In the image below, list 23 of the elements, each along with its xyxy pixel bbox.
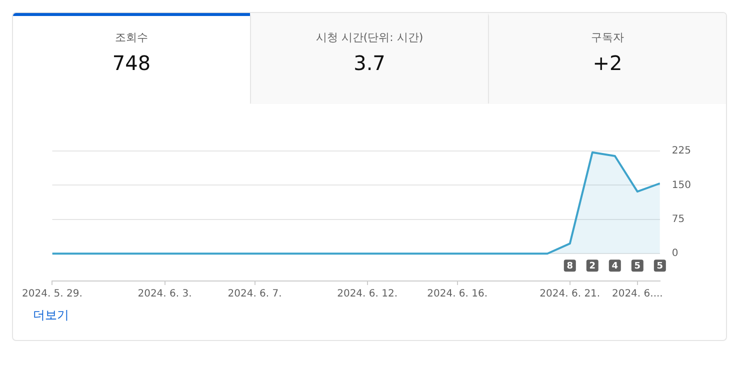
y-tick-label: 150 [672, 180, 692, 191]
text: 조회수 [114, 30, 149, 45]
x-tick-label: 2024. 6. 16. [427, 288, 488, 300]
y-tick-label: 75 [672, 214, 685, 226]
x-tick-label: 2024. 6.... [612, 288, 663, 300]
y-tick-label: 0 [672, 248, 678, 260]
text: 시청 시간(단위: 시간) [314, 30, 424, 45]
text: 3.7 [352, 51, 386, 75]
annotation: 5 [656, 261, 664, 272]
annotation: 5 [634, 261, 641, 272]
y-tick-label: 225 [672, 146, 692, 157]
x-tick-label: 2024. 5. 29. [22, 288, 82, 300]
text: 구독자 [590, 30, 625, 45]
annotation: 2 [589, 261, 596, 272]
text: 더보기 [33, 307, 69, 324]
x-tick-label: 2024. 6. 12. [337, 288, 398, 300]
annotation: 8 [566, 261, 574, 272]
annotation: 4 [612, 261, 618, 272]
x-tick-label: 2024. 6. 21. [540, 288, 600, 300]
text: 748 [111, 51, 152, 75]
text: +2 [592, 51, 624, 75]
x-tick-label: 2024. 6. 7. [228, 288, 282, 300]
x-tick-label: 2024. 6. 3. [138, 288, 192, 300]
